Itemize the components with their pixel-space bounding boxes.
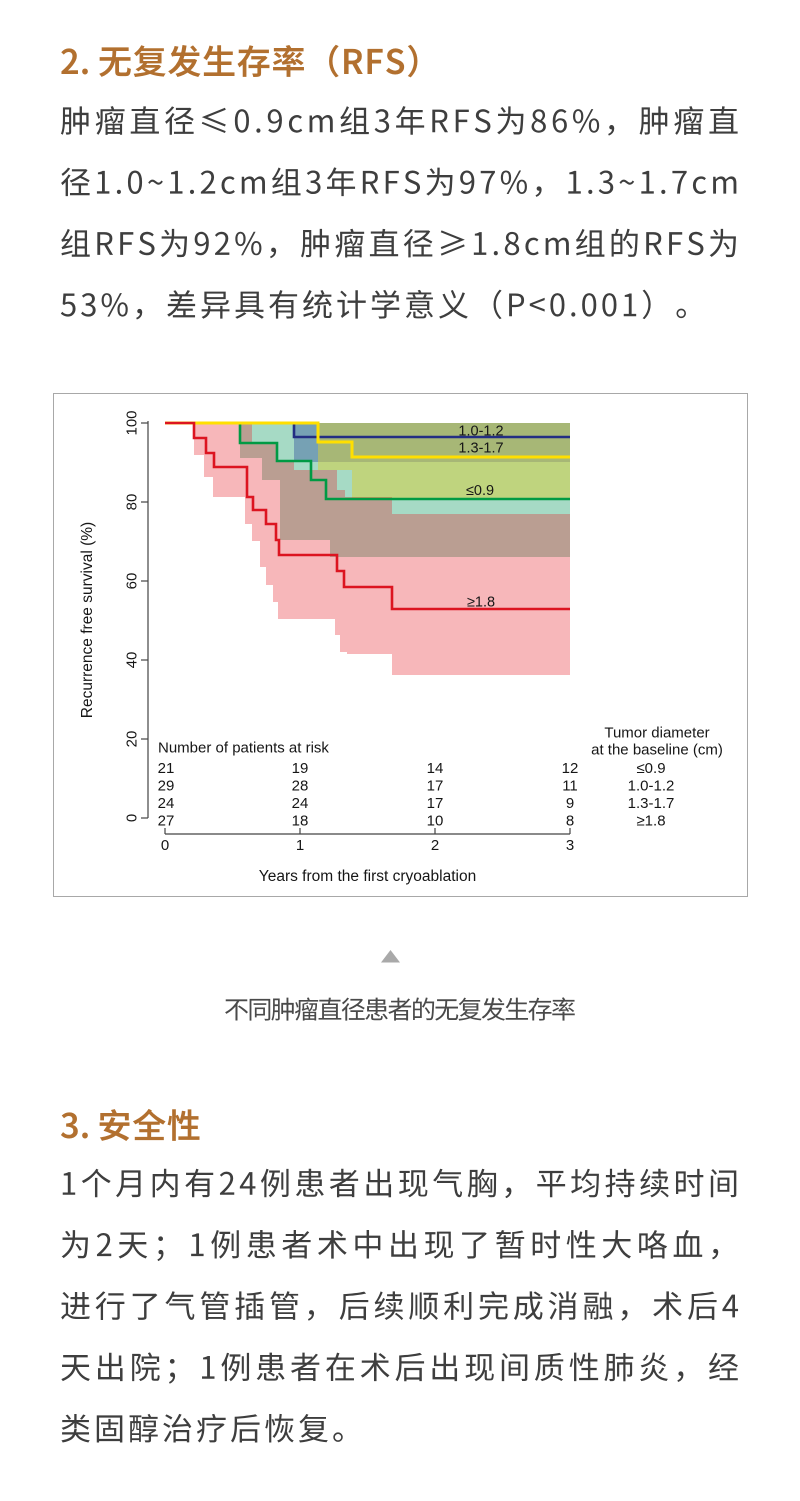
svg-text:0: 0	[124, 814, 141, 822]
svg-text:Tumor diameter: Tumor diameter	[604, 725, 709, 742]
svg-text:1.3-1.7: 1.3-1.7	[458, 441, 503, 457]
svg-text:9: 9	[566, 795, 574, 812]
svg-text:19: 19	[292, 760, 309, 777]
svg-text:17: 17	[427, 795, 444, 812]
svg-text:Years from the first cryoablat: Years from the first cryoablation	[259, 868, 476, 885]
svg-text:≤0.9: ≤0.9	[466, 483, 494, 499]
svg-text:17: 17	[427, 778, 444, 795]
svg-text:60: 60	[124, 573, 141, 590]
svg-text:Number of patients at risk: Number of patients at risk	[158, 740, 329, 757]
svg-text:≥1.8: ≥1.8	[467, 595, 495, 611]
svg-text:27: 27	[158, 813, 175, 830]
svg-text:≥1.8: ≥1.8	[636, 813, 665, 830]
svg-text:18: 18	[292, 813, 309, 830]
svg-text:29: 29	[158, 778, 175, 795]
svg-text:14: 14	[427, 760, 444, 777]
svg-text:11: 11	[562, 778, 578, 795]
svg-text:80: 80	[124, 494, 141, 511]
svg-text:8: 8	[566, 813, 574, 830]
svg-text:1.0-1.2: 1.0-1.2	[458, 424, 503, 440]
svg-text:21: 21	[158, 760, 175, 777]
svg-text:at the baseline (cm): at the baseline (cm)	[591, 742, 723, 759]
svg-text:0: 0	[161, 837, 169, 854]
svg-text:28: 28	[292, 778, 309, 795]
svg-text:24: 24	[292, 795, 309, 812]
svg-text:10: 10	[427, 813, 444, 830]
svg-text:Recurrence free survival (%): Recurrence free survival (%)	[79, 522, 96, 718]
svg-text:20: 20	[124, 731, 141, 748]
svg-text:40: 40	[124, 652, 141, 669]
svg-text:12: 12	[562, 760, 579, 777]
svg-text:1: 1	[296, 837, 304, 854]
svg-text:≤0.9: ≤0.9	[636, 760, 665, 777]
svg-text:1.0-1.2: 1.0-1.2	[628, 778, 675, 795]
svg-text:100: 100	[124, 410, 141, 435]
svg-text:24: 24	[158, 795, 175, 812]
svg-text:3: 3	[566, 837, 574, 854]
svg-text:2: 2	[431, 837, 439, 854]
svg-text:1.3-1.7: 1.3-1.7	[628, 795, 675, 812]
